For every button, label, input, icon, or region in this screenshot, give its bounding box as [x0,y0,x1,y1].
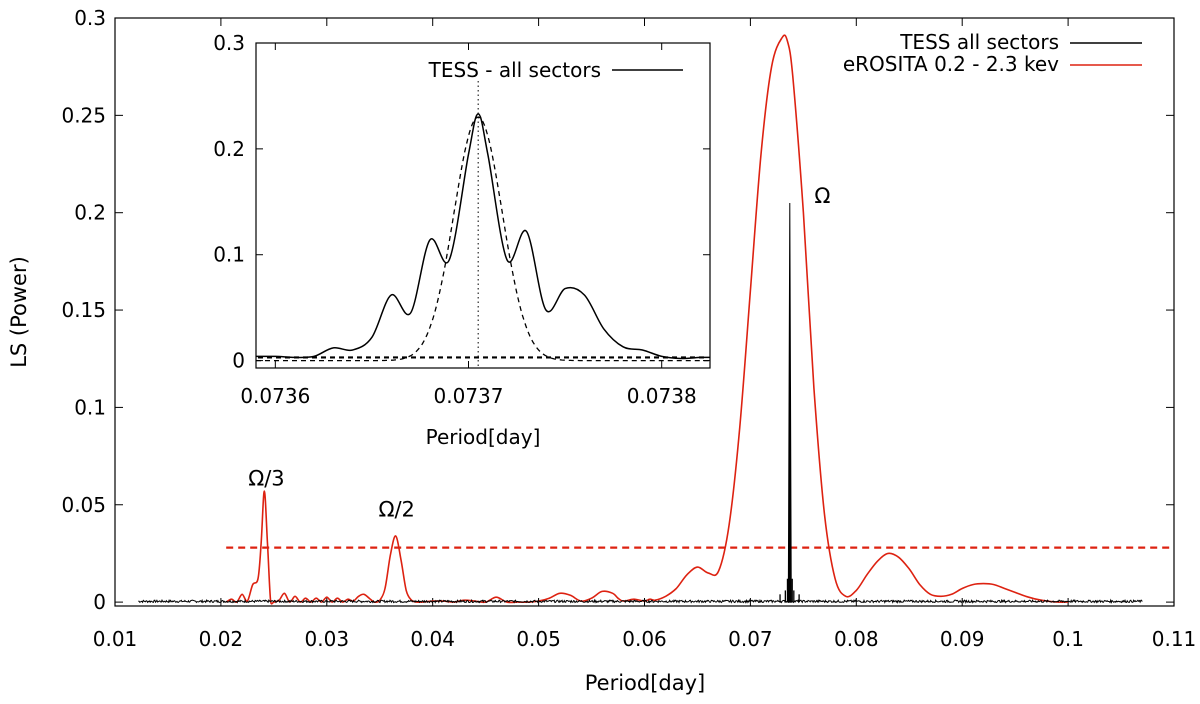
legend-erosita-label: eROSITA 0.2 - 2.3 kev [843,52,1059,76]
tess-series-baseline [138,598,1143,605]
main-x-tick-label: 0.02 [199,627,244,651]
legend-tess-label: TESS all sectors [899,30,1059,54]
erosita-series-line [225,34,1069,605]
main-y-axis-label: LS (Power) [7,256,31,368]
inset-y-tick-label: 0.2 [213,137,245,161]
main-x-tick-label: 0.09 [940,627,985,651]
main-x-tick-label: 0.03 [305,627,350,651]
main-x-tick-label: 0.08 [834,627,879,651]
inset-y-tick-label: 0 [232,349,245,373]
main-x-tick-label: 0.04 [410,627,455,651]
inset-x-axis-label: Period[day] [426,425,541,449]
inset-y-tick-label: 0.1 [213,243,245,267]
main-y-tick-label: 0 [93,590,106,614]
inset-x-tick-label: 0.0738 [627,384,697,408]
main-x-tick-label: 0.11 [1152,627,1197,651]
inset-background [250,43,710,368]
harmonic-annotation: Ω/3 [248,466,284,490]
main-x-axis-label: Period[day] [585,671,706,695]
main-y-tick-label: 0.1 [74,395,106,419]
main-x-tick-label: 0.05 [516,627,561,651]
inset-legend-label: TESS - all sectors [428,58,601,82]
inset-y-tick-label: 0.3 [213,31,245,55]
inset-tess-series-line [255,113,711,360]
inset-plot-frame [255,42,711,369]
main-x-tick-label: 0.06 [622,627,667,651]
inset-x-tick-label: 0.0737 [434,384,504,408]
tess-series-peak [787,202,792,603]
main-y-tick-label: 0.15 [61,298,106,322]
harmonic-annotation: Ω/2 [378,497,414,521]
main-x-tick-label: 0.07 [728,627,773,651]
main-y-tick-label: 0.3 [74,6,106,30]
inset-gaussian-fit-line [256,116,710,362]
main-x-tick-label: 0.01 [93,627,138,651]
main-x-tick-label: 0.1 [1052,627,1084,651]
harmonic-annotation: Ω [814,184,830,208]
main-y-tick-label: 0.25 [61,103,106,127]
main-y-tick-label: 0.05 [61,493,106,517]
inset-x-tick-label: 0.0736 [240,384,310,408]
main-y-tick-label: 0.2 [74,201,106,225]
